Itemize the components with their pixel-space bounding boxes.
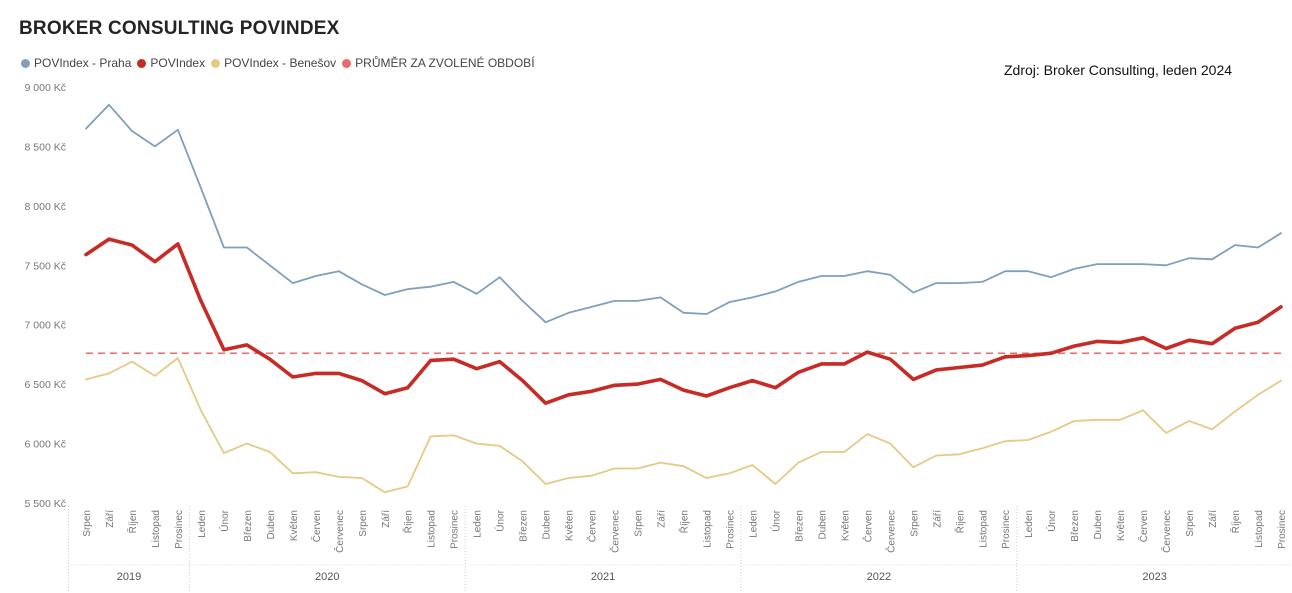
year-label: 2022 bbox=[867, 571, 891, 583]
y-tick-label: 7 000 Kč bbox=[25, 320, 66, 332]
x-tick-label: Březen bbox=[794, 510, 805, 542]
x-tick-label: Červen bbox=[586, 510, 599, 542]
x-tick-label: Únor bbox=[1045, 509, 1058, 531]
x-tick-label: Srpen bbox=[909, 510, 920, 537]
y-tick-label: 6 000 Kč bbox=[25, 439, 66, 451]
x-tick-label: Červen bbox=[310, 510, 323, 542]
x-tick-label: Prosinec bbox=[450, 510, 461, 549]
x-tick-label: Červenec bbox=[333, 510, 346, 553]
x-tick-label: Leden bbox=[748, 510, 759, 538]
source-note: Zdroj: Broker Consulting, leden 2024 bbox=[1004, 62, 1233, 78]
x-tick-label: Prosinec bbox=[174, 510, 185, 549]
x-tick-label: Říjen bbox=[953, 510, 966, 533]
x-tick-label: Září bbox=[657, 510, 668, 528]
x-tick-label: Srpen bbox=[82, 510, 93, 537]
x-tick-label: Leden bbox=[1024, 510, 1035, 538]
series-line-benesov[interactable] bbox=[85, 357, 1282, 494]
chart-title: BROKER CONSULTING POVINDEX bbox=[19, 18, 340, 39]
x-tick-label: Leden bbox=[197, 510, 208, 538]
legend-marker-average bbox=[342, 58, 352, 68]
x-tick-label: Únor bbox=[494, 509, 507, 531]
x-tick-label: Listopad bbox=[978, 510, 989, 548]
x-tick-label: Květen bbox=[840, 510, 851, 541]
x-tick-label: Září bbox=[932, 510, 943, 528]
legend-label-povindex: POVIndex bbox=[150, 56, 206, 70]
y-tick-label: 9 000 Kč bbox=[25, 82, 66, 94]
legend-marker-benesov bbox=[211, 58, 221, 68]
y-tick-label: 8 500 Kč bbox=[25, 141, 66, 153]
year-label: 2020 bbox=[315, 571, 339, 583]
year-label: 2019 bbox=[117, 571, 141, 583]
legend-item-praha[interactable]: POVIndex - Praha bbox=[21, 56, 131, 70]
x-tick-label: Srpen bbox=[634, 510, 645, 537]
x-tick-label: Květen bbox=[1116, 510, 1127, 541]
x-tick-label: Duben bbox=[817, 510, 828, 539]
x-tick-label: Červenec bbox=[609, 510, 622, 553]
legend: POVIndex - Praha POVIndex POVIndex - Ben… bbox=[21, 54, 541, 72]
x-tick-label: Květen bbox=[565, 510, 576, 541]
x-tick-label: Červen bbox=[861, 510, 874, 542]
legend-label-benesov: POVIndex - Benešov bbox=[224, 56, 337, 70]
x-tick-label: Říjen bbox=[678, 510, 691, 533]
legend-item-average[interactable]: PRŮMĚR ZA ZVOLENÉ OBDOBÍ bbox=[342, 56, 535, 70]
legend-marker-povindex bbox=[137, 58, 147, 68]
series-line-praha[interactable] bbox=[85, 103, 1282, 324]
series-lines bbox=[84, 103, 1283, 494]
x-tick-label: Únor bbox=[769, 509, 782, 531]
x-tick-label: Září bbox=[1208, 510, 1219, 528]
x-tick-label: Prosinec bbox=[1001, 510, 1012, 549]
x-tick-label: Únor bbox=[218, 509, 231, 531]
x-tick-label: Březen bbox=[1070, 510, 1081, 542]
year-label: 2023 bbox=[1142, 571, 1166, 583]
x-tick-label: Listopad bbox=[1254, 510, 1265, 548]
x-tick-label: Listopad bbox=[702, 510, 713, 548]
y-axis: 5 500 Kč 6 000 Kč 6 500 Kč 7 000 Kč 7 500 Kč… bbox=[25, 82, 66, 510]
y-tick-label: 8 000 Kč bbox=[25, 201, 66, 213]
x-tick-label: Leden bbox=[473, 510, 484, 538]
x-tick-label: Prosinec bbox=[1277, 510, 1288, 549]
x-tick-label: Říjen bbox=[402, 510, 415, 533]
x-tick-label: Říjen bbox=[126, 510, 139, 533]
legend-item-povindex[interactable]: POVIndex bbox=[137, 56, 205, 70]
legend-item-benesov[interactable]: POVIndex - Benešov bbox=[211, 56, 336, 70]
x-tick-label: Listopad bbox=[151, 510, 162, 548]
x-tick-label: Březen bbox=[519, 510, 530, 542]
x-tick-label: Září bbox=[105, 510, 116, 528]
year-label: 2021 bbox=[591, 571, 615, 583]
legend-marker-praha bbox=[21, 58, 30, 68]
legend-label-praha: POVIndex - Praha bbox=[34, 56, 132, 70]
y-tick-label: 7 500 Kč bbox=[25, 260, 66, 272]
series-line-povindex[interactable] bbox=[84, 237, 1283, 406]
x-tick-label: Duben bbox=[542, 510, 553, 539]
x-tick-label: Červenec bbox=[1160, 510, 1173, 553]
x-tick-label: Říjen bbox=[1229, 510, 1242, 533]
x-tick-label: Březen bbox=[243, 510, 254, 542]
y-tick-label: 6 500 Kč bbox=[25, 379, 66, 391]
x-tick-label: Duben bbox=[266, 510, 277, 539]
x-tick-label: Září bbox=[381, 510, 392, 528]
y-tick-label: 5 500 Kč bbox=[25, 498, 66, 510]
x-tick-label: Duben bbox=[1093, 510, 1104, 539]
x-axis: Srpen Září Říjen Listopad Prosinec Leden Únor B… bbox=[68, 506, 1292, 592]
x-tick-label: Listopad bbox=[427, 510, 438, 548]
x-tick-label: Červen bbox=[1137, 510, 1150, 542]
x-tick-label: Srpen bbox=[358, 510, 369, 537]
x-tick-label: Srpen bbox=[1185, 510, 1196, 537]
x-tick-label: Prosinec bbox=[725, 510, 736, 549]
x-tick-label: Květen bbox=[289, 510, 300, 541]
legend-label-average: PRŮMĚR ZA ZVOLENÉ OBDOBÍ bbox=[355, 56, 535, 70]
x-tick-label: Červenec bbox=[884, 510, 897, 553]
